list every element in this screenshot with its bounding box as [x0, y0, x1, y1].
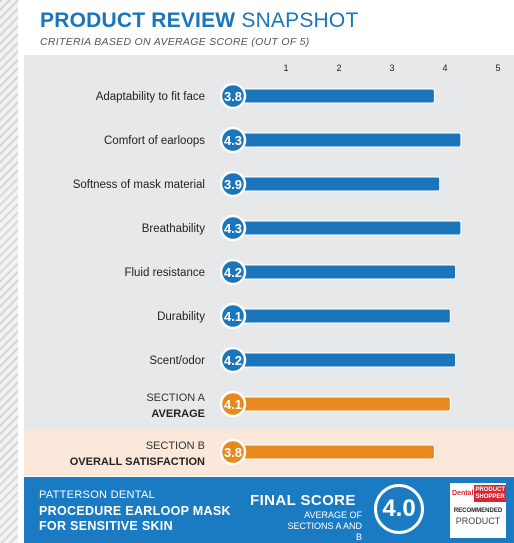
title-light: SNAPSHOT: [241, 9, 359, 32]
page-title: PRODUCT REVIEW SNAPSHOT: [40, 9, 358, 33]
value-label: 4.3: [224, 221, 242, 236]
badge-product: PRODUCT: [455, 516, 501, 526]
bar: [232, 88, 435, 104]
value-badge: [219, 346, 247, 374]
decorative-stripe: [0, 0, 18, 543]
value-label: 3.8: [224, 445, 242, 460]
category-label: Breathability: [142, 223, 206, 235]
category-label: Adaptability to fit face: [96, 91, 205, 103]
category-label-bold: AVERAGE: [151, 408, 205, 420]
final-score-footer: PATTERSON DENTAL PROCEDURE EARLOOP MASK …: [24, 477, 514, 543]
value-label: 4.2: [224, 353, 242, 368]
x-tick-label: 5: [495, 63, 500, 73]
bar: [232, 396, 451, 412]
final-score-value: 4.0: [374, 484, 424, 534]
value-badge: [219, 126, 247, 154]
value-badge: [219, 258, 247, 286]
category-label: Scent/odor: [149, 355, 205, 367]
value-label: 4.1: [224, 397, 242, 412]
value-label: 3.9: [224, 177, 242, 192]
category-label: SECTION B: [146, 440, 205, 452]
bar: [232, 264, 457, 280]
badge-product-shopper: PRODUCT SHOPPER: [474, 485, 506, 502]
bar: [232, 308, 451, 324]
badge-recommended: RECOMMENDED: [453, 508, 503, 514]
value-badge: [219, 390, 247, 418]
value-label: 4.3: [224, 133, 242, 148]
chart-subtitle: CRITERIA BASED ON AVERAGE SCORE (OUT OF …: [40, 36, 310, 48]
value-label: 4.2: [224, 265, 242, 280]
value-badge: [219, 170, 247, 198]
category-label: Fluid resistance: [124, 267, 205, 279]
x-tick-label: 4: [442, 63, 447, 73]
bar: [232, 352, 457, 368]
category-label: Durability: [157, 311, 205, 323]
value-badge: [219, 214, 247, 242]
category-label: SECTION A: [146, 392, 205, 404]
recommended-product-badge: Dental PRODUCT SHOPPER RECOMMENDED PRODU…: [450, 483, 506, 538]
category-label: Softness of mask material: [73, 179, 205, 191]
value-label: 3.8: [224, 89, 242, 104]
bar: [232, 220, 462, 236]
value-badge: [219, 82, 247, 110]
value-badge: [219, 438, 247, 466]
company-name: PATTERSON DENTAL: [39, 489, 156, 501]
bar: [232, 176, 441, 192]
category-label-bold: OVERALL SATISFACTION: [70, 456, 205, 468]
product-name: PROCEDURE EARLOOP MASK FOR SENSITIVE SKI…: [39, 504, 231, 533]
category-label: Comfort of earloops: [104, 135, 205, 147]
value-label: 4.1: [224, 309, 242, 324]
title-bold: PRODUCT REVIEW: [40, 9, 236, 32]
x-tick-label: 3: [389, 63, 394, 73]
x-tick-label: 2: [336, 63, 341, 73]
x-tick-label: 1: [283, 63, 288, 73]
average-note: AVERAGE OF SECTIONS A AND B: [287, 510, 362, 542]
bar: [232, 132, 462, 148]
bar: [232, 444, 435, 460]
score-bar-chart: 1 2 3 4 5 3.8 Adaptability to fit face 4.3 Comfo…: [70, 63, 501, 468]
final-score-label: FINAL SCORE: [250, 492, 356, 509]
value-badge: [219, 302, 247, 330]
badge-dental: Dental: [452, 490, 474, 497]
